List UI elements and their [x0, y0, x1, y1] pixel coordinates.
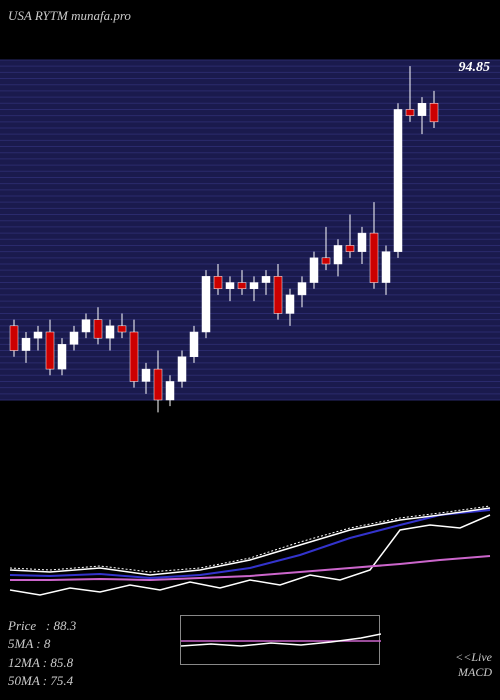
price-row: Price : 88.3	[8, 617, 76, 635]
inset-chart	[181, 616, 381, 666]
ma5-row: 5MA : 8	[8, 635, 76, 653]
chart-title: USA RYTM munafa.pro	[8, 8, 131, 24]
chart-container: USA RYTM munafa.pro 94.85 Price : 88.3 5…	[0, 0, 500, 700]
current-price: 94.85	[459, 60, 491, 76]
info-panel: Price : 88.3 5MA : 8 12MA : 85.8 50MA : …	[8, 617, 76, 690]
macd-label: <<Live MACD	[455, 650, 492, 680]
candlestick-chart	[0, 0, 500, 420]
ma50-row: 50MA : 75.4	[8, 672, 76, 690]
macd-inset	[180, 615, 380, 665]
macd-chart	[0, 420, 500, 640]
ma12-row: 12MA : 85.8	[8, 654, 76, 672]
